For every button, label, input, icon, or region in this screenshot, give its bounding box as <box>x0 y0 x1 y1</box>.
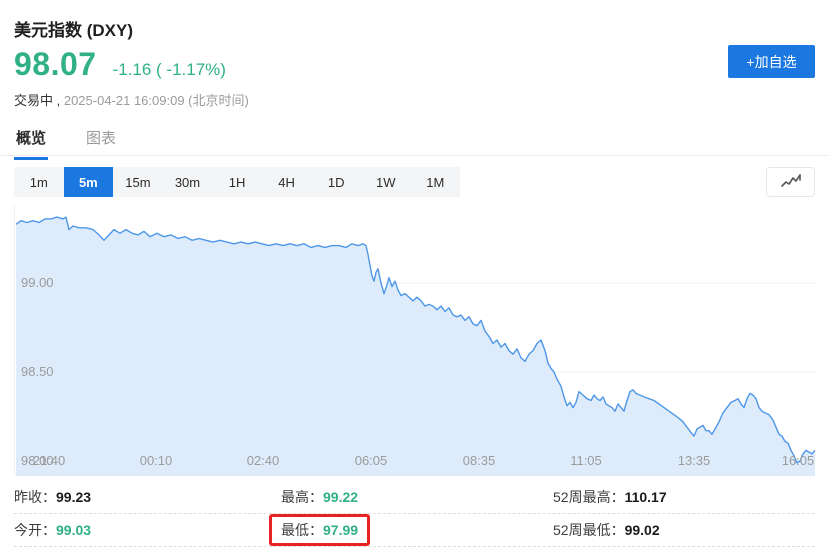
timeframe-button-4H[interactable]: 4H <box>262 167 312 197</box>
stat-label: 52周最高： <box>553 489 625 505</box>
timeframe-bar: 1m 5m 15m 30m 1H 4H 1D 1W 1M <box>14 167 460 197</box>
stat-row: 昨收：99.23 最高：99.22 52周最高：110.17 <box>14 481 815 514</box>
stat-label: 52周最低： <box>553 522 625 538</box>
price-chart[interactable]: 99.00 98.50 98.00 21:40 00:10 02:40 06:05 08:35… <box>14 205 816 476</box>
stat-value: 99.02 <box>624 522 660 538</box>
stat-value: 97.99 <box>323 522 359 538</box>
stat-label: 最低： <box>281 522 323 538</box>
stat-52w-high: 52周最高：110.17 <box>553 487 815 507</box>
stat-value: 99.03 <box>56 522 92 538</box>
price-line <box>15 216 816 464</box>
timeframe-button-5m[interactable]: 5m <box>63 167 114 197</box>
x-axis-label: 02:40 <box>246 453 280 468</box>
y-axis-label: 98.50 <box>21 364 54 379</box>
stat-day-high: 最高：99.22 <box>281 487 553 507</box>
stat-label: 昨收： <box>14 489 56 505</box>
price-change: -1.16 ( -1.17%) <box>112 60 226 79</box>
chart-canvas <box>15 216 816 476</box>
stat-row: 今开：99.03 最低：97.99 52周最低：99.02 <box>14 514 815 547</box>
x-axis-label: 16:05 <box>781 453 815 468</box>
stat-prev-close: 昨收：99.23 <box>14 487 281 507</box>
chart-style-button[interactable] <box>766 167 815 197</box>
stat-day-low: 最低：97.99 <box>269 514 553 546</box>
tab-bar: 概览 图表 <box>14 127 118 160</box>
trading-status: 交易中 , 2025-04-21 16:09:09 (北京时间) <box>14 90 249 109</box>
x-axis-label: 13:35 <box>677 453 711 468</box>
timeframe-button-1H[interactable]: 1H <box>212 167 262 197</box>
x-axis-label: 21:40 <box>32 453 66 468</box>
y-axis-label: 99.00 <box>21 275 54 290</box>
stat-value: 110.17 <box>624 489 667 505</box>
area-fill <box>16 217 815 476</box>
timeframe-button-1D[interactable]: 1D <box>311 167 361 197</box>
page-title: 美元指数 (DXY) <box>14 21 133 40</box>
stat-label: 今开： <box>14 522 56 538</box>
highlight-box: 最低：97.99 <box>269 514 371 546</box>
x-axis-label: 11:05 <box>570 453 602 468</box>
x-axis-label: 00:10 <box>139 453 173 468</box>
add-watchlist-button[interactable]: +加自选 <box>728 45 815 78</box>
current-price: 98.07 <box>14 46 97 82</box>
stat-value: 99.22 <box>323 489 359 505</box>
timeframe-button-15m[interactable]: 15m <box>113 167 163 197</box>
y-axis-label: 98.00 <box>21 453 54 468</box>
trading-status-time: 2025-04-21 16:09:09 (北京时间) <box>63 93 249 108</box>
add-watchlist-label: +加自选 <box>746 53 797 70</box>
timeframe-button-30m[interactable]: 30m <box>163 167 213 197</box>
stats-panel: 昨收：99.23 最高：99.22 52周最高：110.17 今开：99.03 最低：9… <box>14 481 815 547</box>
x-axis-label: 06:05 <box>354 453 388 468</box>
trading-status-state: 交易中 , <box>14 93 64 108</box>
timeframe-button-1m[interactable]: 1m <box>14 167 64 197</box>
price-block: 98.07 -1.16 ( -1.17%) <box>14 46 226 83</box>
sparkline-icon <box>780 174 801 187</box>
timeframe-button-1M[interactable]: 1M <box>411 167 461 197</box>
stat-open: 今开：99.03 <box>14 520 281 540</box>
tab-overview[interactable]: 概览 <box>14 127 49 160</box>
stat-52w-low: 52周最低：99.02 <box>553 520 815 540</box>
timeframe-button-1W[interactable]: 1W <box>361 167 411 197</box>
stat-value: 99.23 <box>56 489 92 505</box>
x-axis-label: 08:35 <box>462 453 496 468</box>
tab-chart[interactable]: 图表 <box>86 130 117 147</box>
stat-label: 最高： <box>281 489 323 505</box>
tab-divider <box>0 155 829 156</box>
